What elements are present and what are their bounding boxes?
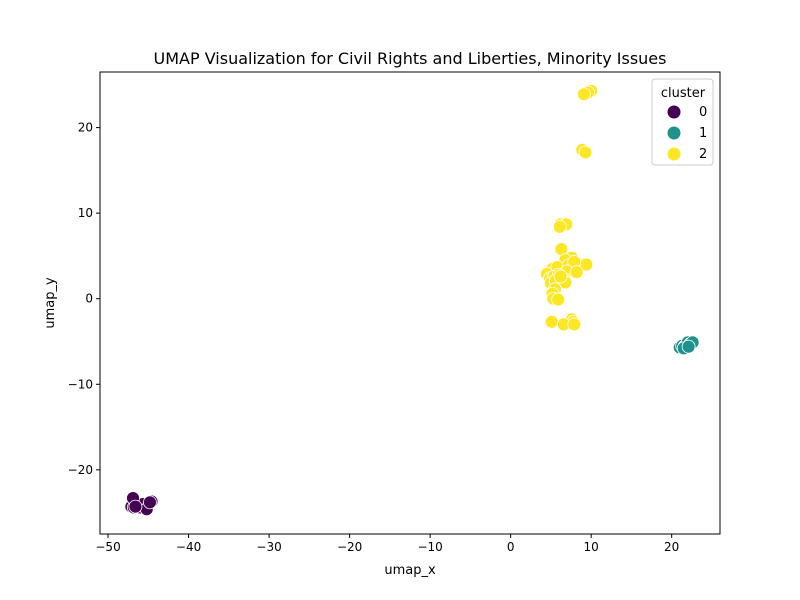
x-axis-ticks: −50 −40 −30 −20 −10 0 10 20 — [95, 534, 679, 554]
legend-box — [651, 78, 714, 166]
legend-marker-2 — [667, 147, 681, 161]
x-tick-label: −40 — [176, 540, 201, 554]
scatter-point — [569, 265, 584, 280]
y-tick-label: 10 — [78, 206, 93, 220]
y-tick-label: −20 — [68, 463, 93, 477]
legend-marker-0 — [667, 105, 681, 119]
scatter-point — [577, 87, 591, 102]
scatter-point — [681, 339, 696, 354]
plot-area-frame — [99, 71, 721, 535]
scatter-point — [544, 314, 559, 329]
chart-title: UMAP Visualization for Civil Rights and … — [154, 49, 667, 68]
scatter-point — [567, 317, 582, 332]
scatter-point — [578, 145, 593, 160]
points-layer — [124, 83, 700, 517]
scatter-point — [553, 269, 568, 284]
x-tick-label: 20 — [664, 540, 679, 554]
x-tick-label: −20 — [337, 540, 362, 554]
y-axis-label: umap_y — [43, 277, 58, 329]
legend-label-2: 2 — [699, 147, 707, 162]
scatter-point — [551, 292, 566, 307]
x-tick-label: −10 — [417, 540, 442, 554]
y-tick-label: 0 — [85, 292, 93, 306]
legend-title: cluster — [661, 86, 706, 101]
scatter-point — [128, 499, 143, 514]
legend: cluster 0 1 2 — [651, 78, 714, 166]
x-axis-label: umap_x — [384, 563, 436, 578]
y-tick-label: −10 — [68, 377, 93, 391]
y-tick-label: 20 — [78, 121, 93, 135]
x-tick-label: −30 — [256, 540, 281, 554]
scatter-point — [552, 219, 567, 234]
scatter-point — [143, 495, 157, 510]
legend-marker-1 — [667, 126, 681, 140]
x-tick-label: 0 — [507, 540, 515, 554]
y-axis-ticks: −20 −10 0 10 20 — [68, 121, 100, 477]
legend-label-1: 1 — [699, 126, 707, 141]
x-tick-label: 10 — [584, 540, 599, 554]
x-tick-label: −50 — [95, 540, 120, 554]
legend-label-0: 0 — [699, 105, 707, 120]
